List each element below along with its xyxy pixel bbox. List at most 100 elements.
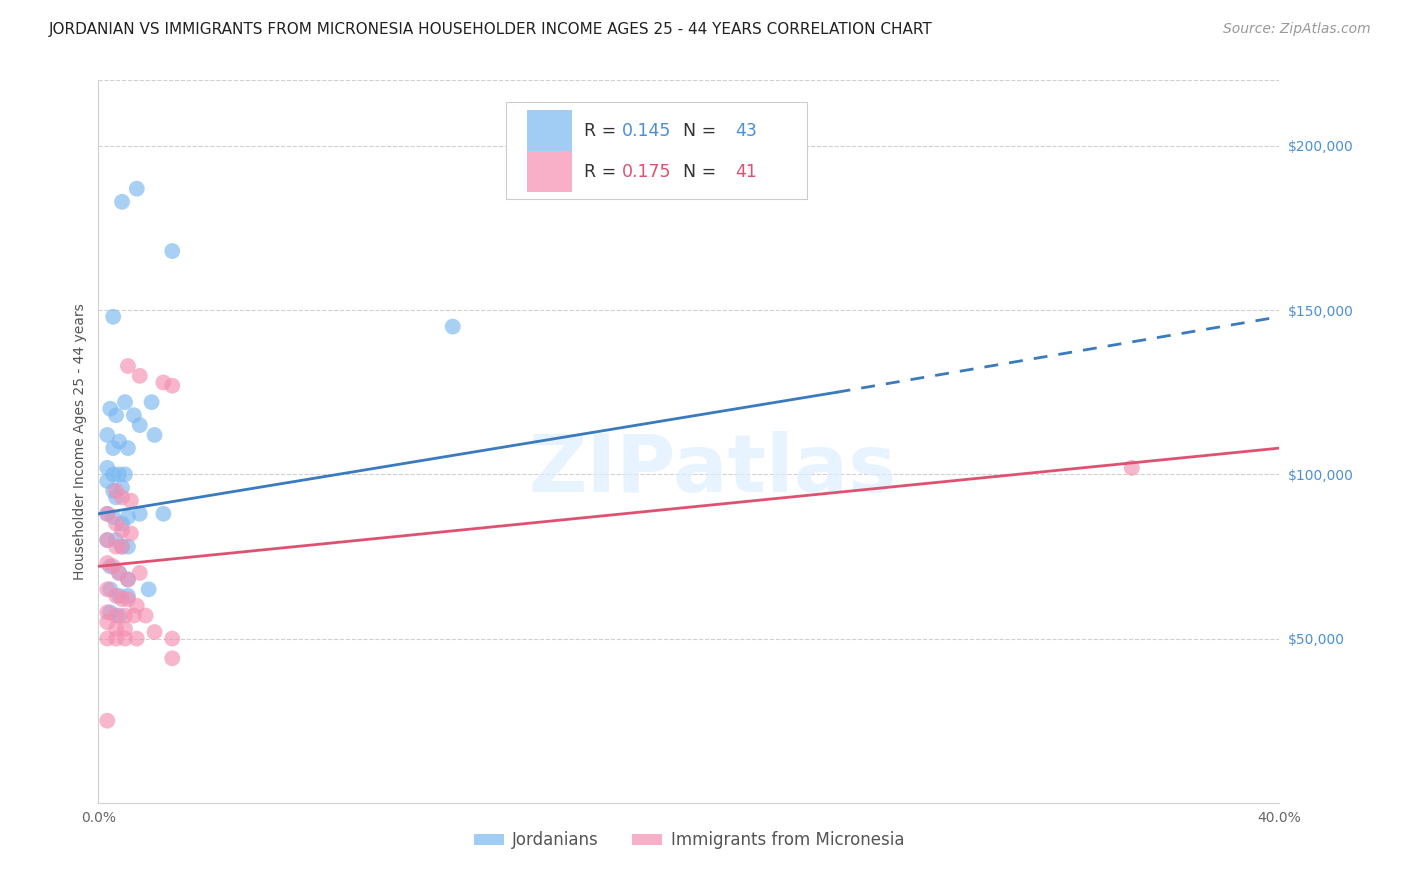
Text: R =: R = — [583, 163, 621, 181]
Point — [103, 559, 125, 574]
Point — [128, 418, 150, 433]
Point — [117, 573, 139, 587]
Point — [117, 540, 139, 554]
Point — [117, 573, 139, 587]
Point — [111, 540, 134, 554]
Text: Source: ZipAtlas.com: Source: ZipAtlas.com — [1223, 22, 1371, 37]
Legend: Jordanians, Immigrants from Micronesia: Jordanians, Immigrants from Micronesia — [467, 824, 911, 856]
FancyBboxPatch shape — [506, 102, 807, 200]
Point — [108, 467, 131, 482]
Point — [96, 605, 118, 619]
Point — [103, 467, 125, 482]
Point — [96, 556, 118, 570]
Point — [122, 409, 145, 423]
Point — [125, 632, 148, 646]
Point — [143, 625, 166, 640]
Point — [111, 540, 134, 554]
Point — [138, 582, 160, 597]
Text: 43: 43 — [735, 122, 756, 140]
Point — [114, 632, 136, 646]
Point — [105, 540, 128, 554]
Point — [96, 615, 118, 630]
Point — [1121, 460, 1143, 475]
Point — [111, 592, 134, 607]
Text: JORDANIAN VS IMMIGRANTS FROM MICRONESIA HOUSEHOLDER INCOME AGES 25 - 44 YEARS CO: JORDANIAN VS IMMIGRANTS FROM MICRONESIA … — [49, 22, 934, 37]
Point — [103, 510, 125, 524]
Point — [111, 516, 134, 531]
Point — [114, 608, 136, 623]
Point — [117, 510, 139, 524]
Point — [108, 566, 131, 580]
Point — [96, 582, 118, 597]
Point — [103, 310, 125, 324]
Point — [122, 608, 145, 623]
Point — [96, 714, 118, 728]
Point — [117, 441, 139, 455]
Point — [128, 566, 150, 580]
Point — [152, 507, 174, 521]
Point — [162, 244, 183, 258]
Point — [105, 516, 128, 531]
Text: 0.175: 0.175 — [621, 163, 671, 181]
Point — [143, 428, 166, 442]
Point — [96, 533, 118, 547]
Point — [111, 491, 134, 505]
Point — [125, 182, 148, 196]
Point — [105, 608, 128, 623]
Point — [108, 434, 131, 449]
Point — [125, 599, 148, 613]
Point — [98, 582, 121, 597]
Point — [96, 474, 118, 488]
Point — [105, 491, 128, 505]
Point — [111, 481, 134, 495]
Point — [105, 409, 128, 423]
Point — [96, 507, 118, 521]
Point — [117, 589, 139, 603]
Point — [105, 622, 128, 636]
Point — [120, 526, 142, 541]
Point — [96, 428, 118, 442]
Point — [98, 559, 121, 574]
Point — [105, 589, 128, 603]
Point — [105, 632, 128, 646]
Text: N =: N = — [672, 122, 723, 140]
Point — [120, 493, 142, 508]
Point — [162, 378, 183, 392]
Point — [128, 368, 150, 383]
Point — [162, 632, 183, 646]
Point — [98, 401, 121, 416]
Text: R =: R = — [583, 122, 621, 140]
Text: N =: N = — [672, 163, 723, 181]
Point — [114, 622, 136, 636]
Point — [128, 507, 150, 521]
Point — [135, 608, 157, 623]
Point — [141, 395, 163, 409]
Point — [103, 483, 125, 498]
Point — [108, 566, 131, 580]
Point — [114, 395, 136, 409]
Point — [441, 319, 464, 334]
Text: ZIPatlas: ZIPatlas — [529, 432, 897, 509]
Point — [105, 483, 128, 498]
Point — [108, 608, 131, 623]
Point — [103, 441, 125, 455]
Point — [108, 589, 131, 603]
Point — [96, 632, 118, 646]
FancyBboxPatch shape — [527, 151, 572, 193]
Point — [117, 592, 139, 607]
Point — [111, 523, 134, 537]
Point — [152, 376, 174, 390]
Point — [96, 460, 118, 475]
Text: 41: 41 — [735, 163, 756, 181]
Y-axis label: Householder Income Ages 25 - 44 years: Householder Income Ages 25 - 44 years — [73, 303, 87, 580]
Point — [111, 194, 134, 209]
Point — [117, 359, 139, 373]
Text: 0.145: 0.145 — [621, 122, 671, 140]
Point — [98, 605, 121, 619]
Point — [105, 533, 128, 547]
FancyBboxPatch shape — [527, 110, 572, 152]
Point — [96, 533, 118, 547]
Point — [162, 651, 183, 665]
Point — [96, 507, 118, 521]
Point — [114, 467, 136, 482]
